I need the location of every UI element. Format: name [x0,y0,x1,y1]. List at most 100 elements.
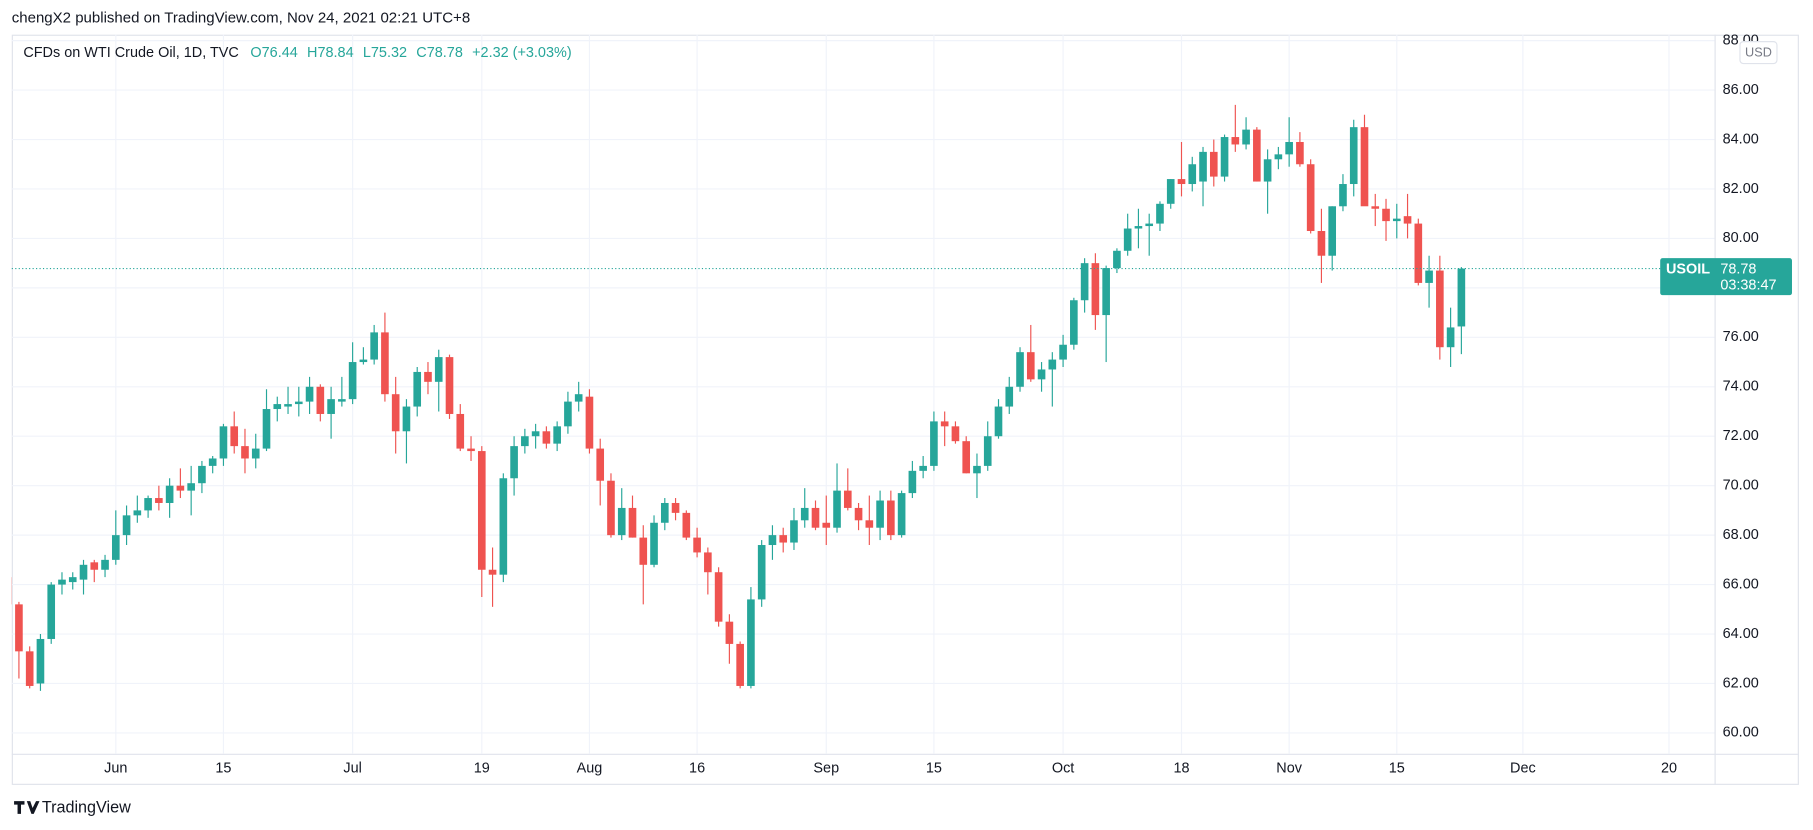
candle-body [176,485,185,491]
x-tick-label: 20 [1661,761,1677,777]
legend-low: 75.32 [371,45,407,61]
candle-body [1134,226,1143,229]
candle-body [714,572,723,622]
candle-body [445,357,454,414]
unit-box[interactable] [1739,41,1778,65]
candle-body [671,502,680,513]
y-tick-label: 64.00 [1723,626,1759,642]
candle-body [165,485,174,503]
candle-body [47,584,56,639]
candle-body [833,490,841,528]
legend-open: 76.44 [262,45,298,61]
candle-body [768,535,777,546]
candle-body [434,357,443,382]
candle-body [208,458,217,466]
y-tick-label: 76.00 [1723,329,1759,345]
candle-body [413,371,422,407]
y-tick-label: 86.00 [1723,82,1759,98]
candle-body [1005,386,1014,407]
candle-body [704,552,712,573]
candle-body [1349,127,1358,185]
candle-body [1145,223,1154,227]
candles [11,104,1466,691]
candle-body [628,507,637,538]
x-tick-label: 16 [689,761,705,777]
candle-body [1177,179,1186,185]
brand: TradingView [42,798,131,816]
candle-body [553,426,561,444]
legend: CFDs on WTI Crude Oil, 1D, TVC O76.44 H 78.… [23,45,571,61]
candle-body [908,470,917,494]
legend-high-letter: H [307,45,317,61]
x-tick-label: Dec [1510,761,1536,777]
candle-body [639,537,648,565]
candle-body [58,579,66,585]
legend-change: +2.32 (+3.03%) [472,45,572,61]
candle-body [994,406,1003,437]
legend-open-letter: O [250,45,261,61]
legend-close: 78.78 [427,45,463,61]
price-tag-symbol: USOIL [1666,262,1710,278]
candle-body [843,490,852,508]
y-tick-label: 82.00 [1723,181,1759,197]
candle-body [467,448,475,452]
candle-body [262,409,271,449]
candle-body [25,651,34,686]
logo-mark [14,801,40,814]
candle-body [1199,151,1207,182]
candle-body [1102,268,1110,316]
candle-body [650,522,658,565]
candle-body [381,332,389,395]
candle-body [1317,231,1326,256]
candle-body [488,569,497,575]
candle-body [736,643,744,686]
candle-body [1070,300,1078,345]
candle-body [1263,159,1272,182]
y-tick-label: 74.00 [1723,379,1759,395]
x-tick-label: Jun [104,761,127,777]
candle-body [144,498,152,511]
logo: TradingView [14,798,131,816]
candle-body [510,446,518,479]
candle-body [1285,141,1293,155]
candle-body [919,465,927,471]
candle-body [865,520,874,528]
candle-body [111,535,120,560]
candle-body [940,421,949,427]
candle-body [757,545,766,600]
candle-body [564,401,572,427]
candle-body [973,465,981,474]
candle-body [1188,164,1197,185]
candle-body [230,426,239,447]
candle-body [370,332,378,360]
x-tick-label: Aug [577,761,603,777]
legend-close-letter: C [416,45,426,61]
candle-body [1080,263,1089,301]
candle-body [1037,369,1046,380]
candle-body [617,507,626,536]
x-tick-label: 18 [1173,761,1189,777]
candle-body [219,426,228,459]
candle-body [1425,270,1433,283]
candle-body [1296,141,1304,165]
candle-body [574,394,583,402]
candle-body [305,386,314,402]
legend-title: CFDs on WTI Crude Oil, 1D, TVC [23,45,239,61]
x-tick-label: 15 [1389,761,1405,777]
candle-body [1016,352,1024,387]
candle-body [1339,184,1347,207]
candle-body [1059,344,1067,360]
candle-body [607,480,615,536]
candle-body [811,507,820,528]
candle-body [962,441,971,474]
candle-body [854,507,863,521]
price-tag-value: 78.78 [1720,262,1756,278]
candle-body [660,502,669,523]
candle-body [521,436,529,447]
candle-body [585,396,594,449]
x-tick-label: 19 [474,761,490,777]
candle-body [68,577,77,583]
chart-frame [11,34,1799,785]
candle-body [951,426,960,442]
